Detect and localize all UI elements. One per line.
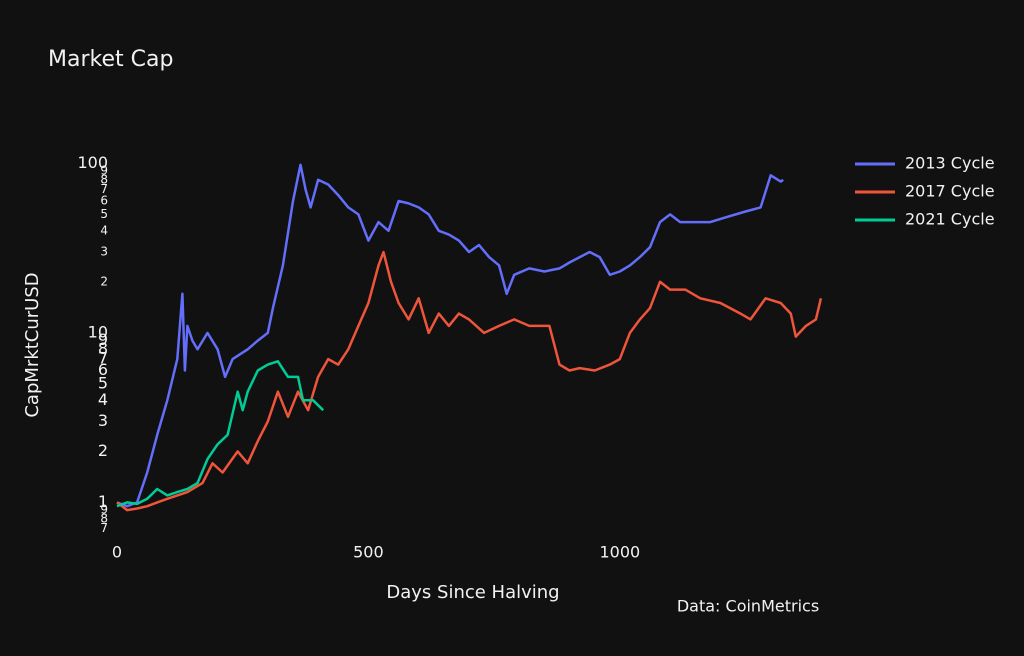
data-line xyxy=(116,360,325,508)
y-tick-label: 8 xyxy=(100,511,108,525)
y-tick-label: 3 xyxy=(98,411,108,430)
x-axis-label: Days Since Halving xyxy=(386,582,559,603)
legend-label: 2017 Cycle xyxy=(905,182,995,201)
legend-label: 2021 Cycle xyxy=(905,210,995,229)
y-tick-label: 8 xyxy=(100,172,108,186)
y-tick-label: 8 xyxy=(98,339,108,358)
legend-label: 2013 Cycle xyxy=(905,154,995,173)
y-tick-label: 10 xyxy=(88,322,108,341)
annotation: Data: CoinMetrics xyxy=(677,597,819,616)
y-tick-label: 2 xyxy=(98,441,108,460)
y-tick-label: 7 xyxy=(100,182,108,196)
y-tick-label: 5 xyxy=(100,207,108,221)
y-tick-label: 9 xyxy=(100,503,108,517)
y-tick-label: 6 xyxy=(98,360,108,379)
y-tick-label: 7 xyxy=(98,349,108,368)
y-tick-label: 4 xyxy=(98,390,108,409)
y-tick-label: 7 xyxy=(100,521,108,535)
x-tick-label: 0 xyxy=(112,543,122,562)
y-tick-label: 4 xyxy=(100,223,108,237)
y-tick-label: 100 xyxy=(77,153,108,172)
data-line xyxy=(116,163,784,508)
y-tick-label: 9 xyxy=(100,164,108,178)
y-axis-label: CapMrktCurUSD xyxy=(22,272,43,417)
y-tick-label: 6 xyxy=(100,193,108,207)
chart-title: Market Cap xyxy=(48,47,173,72)
y-tick-label: 5 xyxy=(98,373,108,392)
y-tick-label: 3 xyxy=(100,244,108,258)
x-tick-label: 1000 xyxy=(599,543,640,562)
y-tick-label: 1 xyxy=(98,492,108,511)
x-tick-label: 500 xyxy=(353,543,384,562)
y-tick-label: 9 xyxy=(98,330,108,349)
data-line xyxy=(116,250,823,512)
y-tick-label: 2 xyxy=(100,274,108,288)
